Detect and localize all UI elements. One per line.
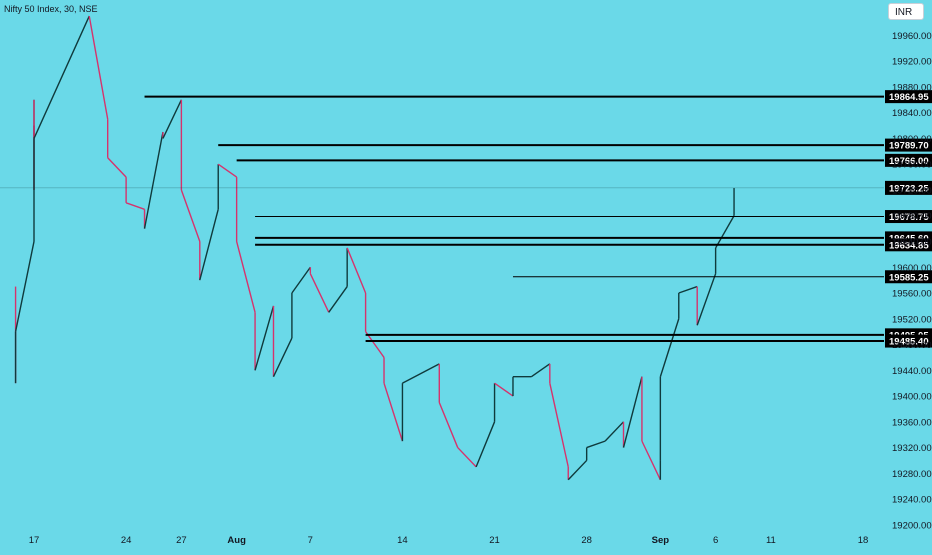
price-segment <box>328 286 348 313</box>
price-segment <box>199 209 219 281</box>
y-tick-label: 19920.00 <box>892 57 932 68</box>
y-tick-label: 19480.00 <box>892 340 932 351</box>
price-segment <box>696 273 717 326</box>
price-level-tag <box>885 238 932 252</box>
price-segment <box>641 440 661 481</box>
price-level-tag <box>885 334 932 348</box>
price-levels: 19864.9519789.7019766.0019678.7519645.60… <box>144 90 932 348</box>
price-segment <box>88 15 109 120</box>
price-level-label: 19789.70 <box>885 138 932 152</box>
y-tick-label: 19240.00 <box>892 495 932 506</box>
price-segment <box>235 241 256 313</box>
x-tick-label: 24 <box>121 535 132 546</box>
price-segment <box>107 157 127 178</box>
y-tick-label: 19360.00 <box>892 417 932 428</box>
price-level-text: 19789.70 <box>889 141 929 152</box>
x-tick-label: 11 <box>766 535 776 546</box>
price-segment <box>33 15 90 139</box>
price-level-text: 19678.75 <box>889 212 929 223</box>
y-tick-label: 19320.00 <box>892 443 932 454</box>
price-segment <box>494 382 514 397</box>
price-segment <box>586 440 606 449</box>
price-segment <box>254 305 275 371</box>
x-tick-label: 7 <box>308 535 313 546</box>
price-level-text: 19585.25 <box>889 272 929 283</box>
y-tick-label: 19960.00 <box>892 31 932 42</box>
x-tick-label: 18 <box>858 535 869 546</box>
price-level-tag <box>885 270 932 284</box>
price-level-label: 19678.75 <box>885 210 932 224</box>
price-segment <box>457 447 477 468</box>
y-tick-label: 19800.00 <box>892 134 932 145</box>
price-level-text: 19864.95 <box>889 92 929 103</box>
price-segment <box>475 421 496 468</box>
price-segment <box>383 382 404 442</box>
price-level-label: 19864.95 <box>885 90 932 104</box>
price-segment <box>622 376 643 448</box>
y-tick-label: 19880.00 <box>892 82 932 93</box>
price-level-label: 19766.00 <box>885 153 932 167</box>
last-price-tag <box>885 180 932 195</box>
price-segment <box>346 247 367 294</box>
price-segment <box>549 383 569 468</box>
price-level-tag <box>885 90 932 104</box>
price-segment <box>678 285 698 294</box>
price-level-label: 19485.40 <box>885 334 932 348</box>
y-tick-label: 19520.00 <box>892 314 932 325</box>
price-segment <box>567 459 588 481</box>
price-segment <box>365 331 385 358</box>
price-segment <box>217 163 238 178</box>
x-tick-label: Aug <box>227 535 246 546</box>
y-tick-label: 19600.00 <box>892 263 932 274</box>
chart-title: Nifty 50 Index, 30, NSE <box>4 4 98 14</box>
y-axis[interactable]: 19200.00 19240.00 19280.00 19320.00 19360.00… <box>892 31 932 531</box>
y-tick-label: 19200.00 <box>892 520 932 531</box>
price-segment <box>14 241 35 332</box>
y-tick-label: 19760.00 <box>892 160 932 171</box>
x-axis[interactable]: 17 24 27 Aug 7 14 21 28 Sep 6 11 18 <box>29 535 869 546</box>
price-segment <box>604 421 625 442</box>
price-segment <box>402 363 440 384</box>
price-level-tag <box>885 153 932 167</box>
x-tick-label: 17 <box>29 535 40 546</box>
price-segment <box>125 202 145 210</box>
y-tick-label: 19560.00 <box>892 289 932 300</box>
y-tick-label: 19720.00 <box>892 185 932 196</box>
x-tick-label: 21 <box>489 535 500 546</box>
x-tick-label: Sep <box>652 535 670 546</box>
price-segment <box>530 363 551 378</box>
price-level-tag <box>885 138 932 152</box>
price-segment <box>180 189 201 242</box>
x-tick-label: 27 <box>176 535 187 546</box>
price-level-label: 19634.85 <box>885 238 932 252</box>
price-segment <box>438 402 459 448</box>
price-level-text: 19485.40 <box>889 337 929 348</box>
price-segment <box>143 131 164 229</box>
y-tick-label: 19280.00 <box>892 469 932 480</box>
last-price-text: 19723.25 <box>889 183 929 194</box>
currency-button[interactable]: INR <box>888 3 924 20</box>
price-series <box>14 15 735 481</box>
price-level-tag <box>885 210 932 224</box>
last-price: 19723.25 <box>0 180 932 195</box>
price-segment <box>309 273 330 313</box>
price-level-text: 19766.00 <box>889 156 929 167</box>
x-tick-label: 6 <box>713 535 718 546</box>
y-tick-label: 19440.00 <box>892 366 932 377</box>
y-tick-label: 19640.00 <box>892 237 932 248</box>
price-segment <box>715 215 735 249</box>
y-tick-label: 19840.00 <box>892 108 932 119</box>
price-segment <box>659 318 680 377</box>
y-tick-label: 19680.00 <box>892 211 932 222</box>
price-level-text: 19634.85 <box>889 240 929 251</box>
price-level-label: 19585.25 <box>885 270 932 284</box>
x-tick-label: 28 <box>581 535 592 546</box>
y-tick-label: 19400.00 <box>892 392 932 403</box>
price-segment <box>291 266 311 294</box>
price-segment <box>162 99 183 139</box>
price-segment <box>272 337 293 378</box>
x-tick-label: 14 <box>397 535 408 546</box>
